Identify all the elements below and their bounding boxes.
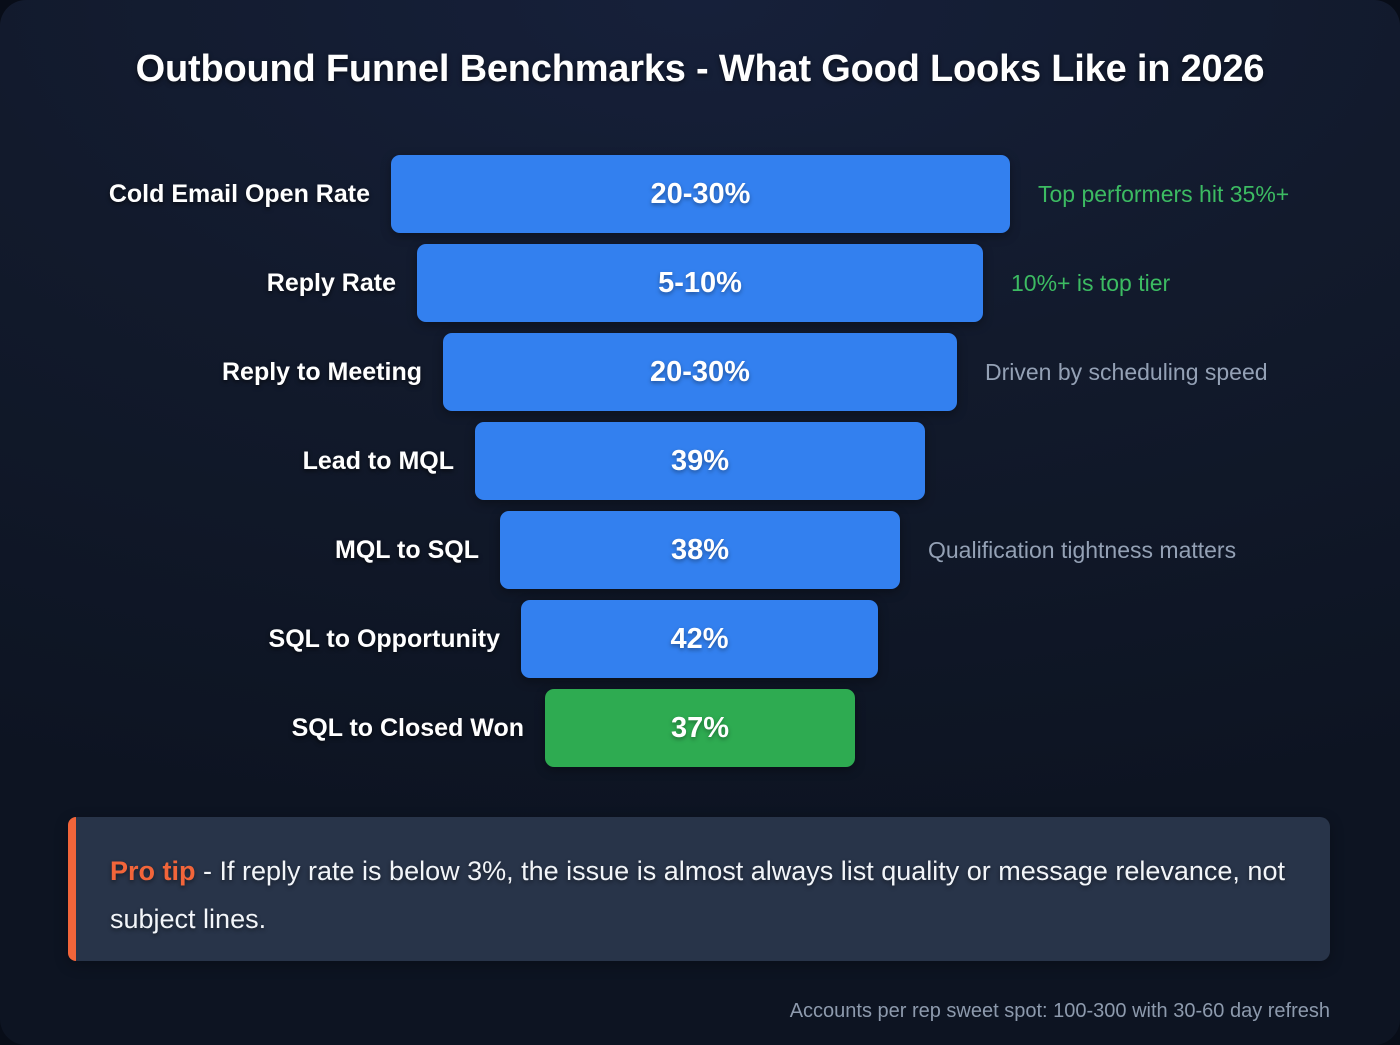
callout-body-text: - If reply rate is below 3%, the issue i… (110, 856, 1285, 934)
row-note: 10%+ is top tier (1011, 270, 1171, 296)
footer-note: Accounts per rep sweet spot: 100-300 wit… (789, 1000, 1330, 1022)
pro-tip-callout: Pro tip - If reply rate is below 3%, the… (68, 817, 1330, 961)
chart-row: Reply to Meeting 20-30% Driven by schedu… (0, 333, 1400, 411)
callout-accent-bar (68, 817, 76, 961)
chart-row: SQL to Opportunity 42% (0, 600, 1400, 678)
row-note: Driven by scheduling speed (985, 359, 1268, 385)
bar-value-label: 42% (670, 623, 729, 655)
row-note: Top performers hit 35%+ (1038, 181, 1290, 207)
bar-value-label: 38% (670, 534, 730, 566)
bar[interactable]: 39% (475, 422, 925, 500)
bar[interactable]: 20-30% (391, 155, 1010, 233)
bar[interactable]: 38% (500, 511, 900, 589)
bar-value-label: 20-30% (650, 356, 750, 388)
funnel-bar-chart: Cold Email Open Rate 20-30% Top performe… (0, 155, 1400, 778)
chart-row: Reply Rate 5-10% 10%+ is top tier (0, 244, 1400, 322)
chart-row: MQL to SQL 38% Qualification tightness m… (0, 511, 1400, 589)
page-title: Outbound Funnel Benchmarks - What Good L… (135, 48, 1265, 90)
row-note: Qualification tightness matters (928, 537, 1237, 563)
callout-text: Pro tip - If reply rate is below 3%, the… (110, 847, 1290, 943)
callout-lead-label: Pro tip (110, 856, 196, 886)
bar-value-label: 5-10% (658, 267, 742, 299)
bar-value-label: 37% (670, 712, 730, 744)
row-label: MQL to SQL (335, 536, 479, 564)
bar-value-label: 20-30% (650, 178, 751, 210)
row-label: SQL to Closed Won (291, 714, 524, 742)
bar[interactable]: 42% (521, 600, 878, 678)
chart-row: Lead to MQL 39% (0, 422, 1400, 500)
bar[interactable]: 37% (545, 689, 855, 767)
row-label: Lead to MQL (302, 447, 454, 475)
row-label: Cold Email Open Rate (108, 180, 370, 208)
row-label: SQL to Opportunity (268, 625, 500, 653)
row-label: Reply to Meeting (221, 358, 422, 386)
row-label: Reply Rate (266, 269, 396, 297)
bar-value-label: 39% (670, 445, 730, 477)
bar[interactable]: 5-10% (417, 244, 983, 322)
chart-row: SQL to Closed Won 37% (0, 689, 1400, 767)
bar[interactable]: 20-30% (443, 333, 957, 411)
chart-row: Cold Email Open Rate 20-30% Top performe… (0, 155, 1400, 233)
